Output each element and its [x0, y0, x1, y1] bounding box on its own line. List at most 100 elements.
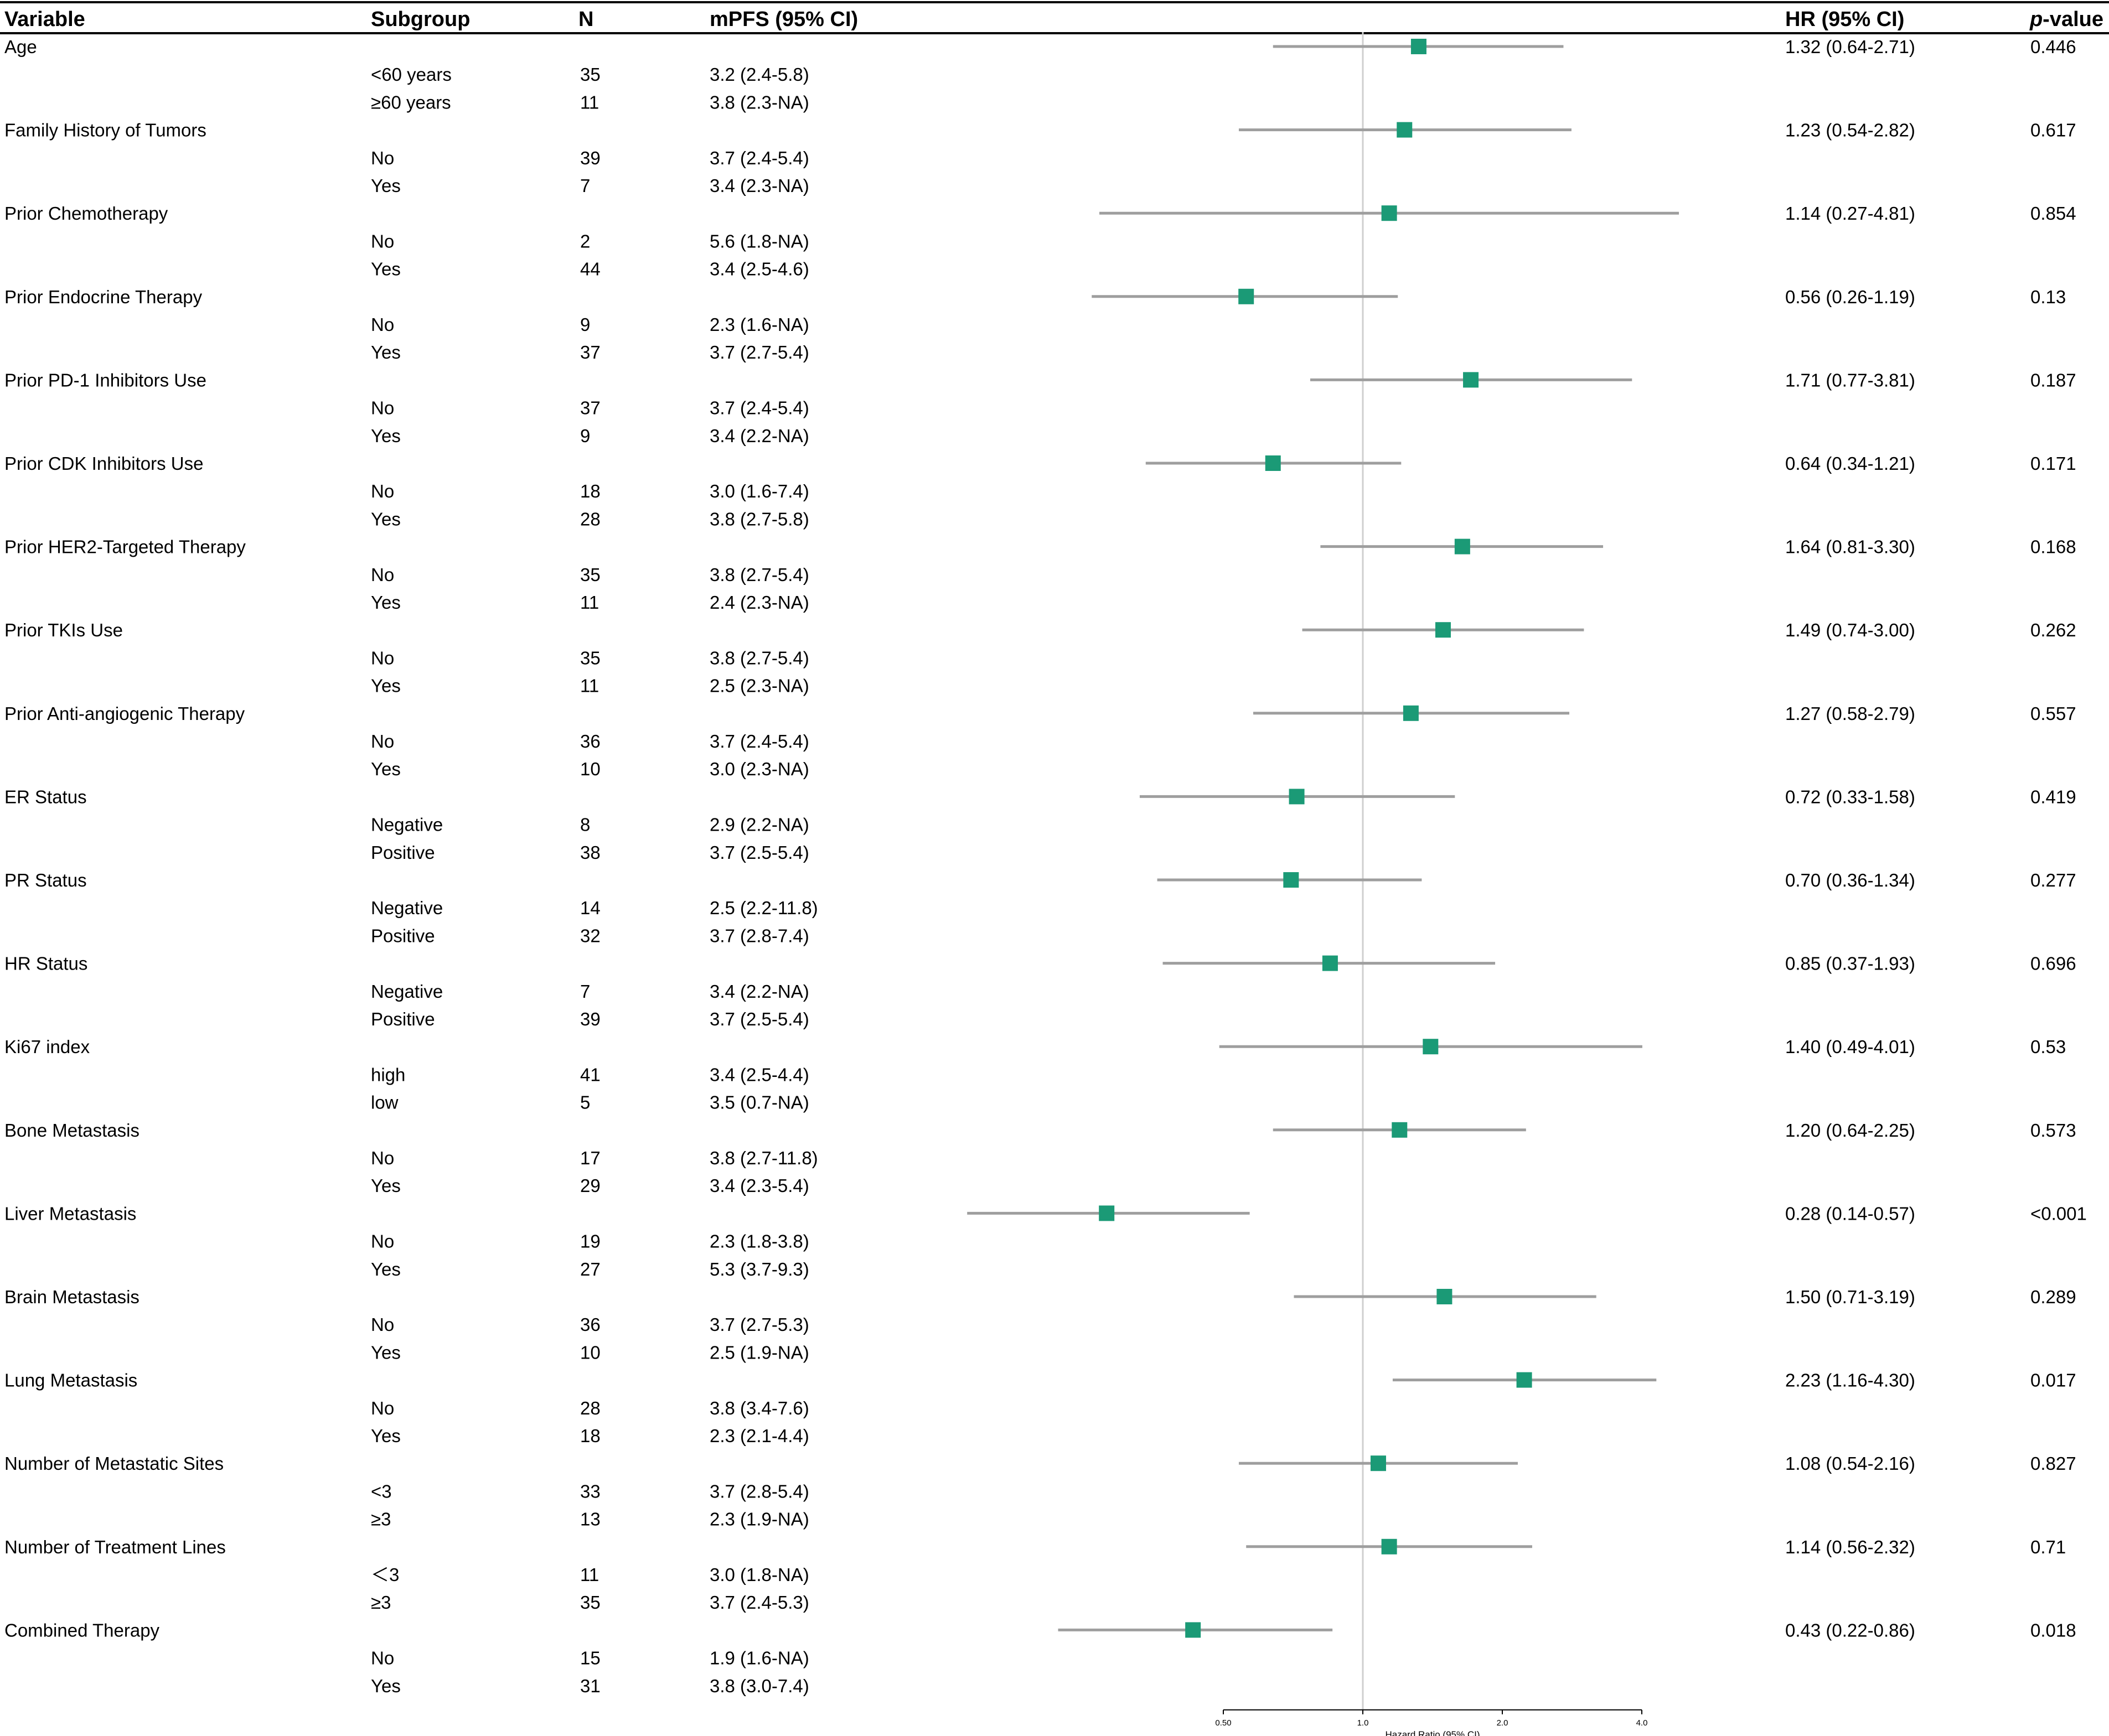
subgroup-mpfs: 3.8 (3.4-7.6)	[710, 1398, 809, 1418]
hr-ci-text: 1.27 (0.58-2.79)	[1785, 703, 1915, 724]
variable-label: Brain Metastasis	[4, 1287, 139, 1307]
subgroup-mpfs: 3.7 (2.8-7.4)	[710, 925, 809, 946]
variable-label: Prior CDK Inhibitors Use	[4, 453, 203, 474]
subgroup-n: 7	[580, 981, 590, 1002]
hr-ci-text: 0.70 (0.36-1.34)	[1785, 870, 1915, 890]
subgroup-mpfs: 3.4 (2.3-5.4)	[710, 1175, 809, 1196]
subgroup-n: 7	[580, 175, 590, 196]
subgroup-mpfs: 3.4 (2.2-NA)	[710, 981, 809, 1002]
hr-ci-text: 0.64 (0.34-1.21)	[1785, 453, 1915, 474]
subgroup-n: 10	[580, 759, 601, 779]
hr-marker	[1283, 872, 1299, 888]
subgroup-mpfs: 3.4 (2.5-4.4)	[710, 1064, 809, 1085]
subgroup-label: ＜3	[371, 1564, 399, 1585]
p-value: 0.187	[2030, 370, 2076, 390]
subgroup-label: <3	[371, 1481, 392, 1501]
subgroup-mpfs: 3.0 (1.8-NA)	[710, 1564, 809, 1585]
subgroup-mpfs: 3.7 (2.8-5.4)	[710, 1481, 809, 1501]
subgroup-n: 37	[580, 398, 601, 418]
variable-label: Prior TKIs Use	[4, 620, 123, 640]
subgroup-label: Negative	[371, 898, 443, 918]
header-subgroup: Subgroup	[371, 8, 470, 31]
subgroup-mpfs: 3.8 (3.0-7.4)	[710, 1676, 809, 1696]
subgroup-label: No	[371, 314, 394, 335]
variable-label: Prior Anti-angiogenic Therapy	[4, 703, 245, 724]
hr-ci-text: 1.14 (0.27-4.81)	[1785, 203, 1915, 224]
subgroup-n: 35	[580, 64, 601, 85]
hr-ci-text: 0.85 (0.37-1.93)	[1785, 953, 1915, 974]
subgroup-mpfs: 3.8 (2.3-NA)	[710, 92, 809, 112]
hr-ci-text: 1.40 (0.49-4.01)	[1785, 1037, 1915, 1057]
subgroup-mpfs: 3.7 (2.4-5.4)	[710, 398, 809, 418]
subgroup-n: 5	[580, 1092, 590, 1113]
hr-ci-text: 1.08 (0.54-2.16)	[1785, 1453, 1915, 1474]
subgroup-label: Yes	[371, 259, 401, 279]
p-value: 0.71	[2030, 1537, 2066, 1557]
table-rows: Age 1.32 (0.64-2.71) 0.446 <60 years 35 3.2 (…	[4, 37, 2087, 1696]
p-value: <0.001	[2030, 1203, 2087, 1224]
header-hr: HR (95% CI)	[1785, 8, 1904, 31]
hr-ci-text: 1.49 (0.74-3.00)	[1785, 620, 1915, 640]
hr-marker	[1099, 1205, 1115, 1221]
subgroup-n: 27	[580, 1259, 601, 1279]
subgroup-label: No	[371, 148, 394, 168]
hr-marker	[1397, 122, 1413, 138]
subgroup-label: Negative	[371, 981, 443, 1002]
subgroup-n: 32	[580, 925, 601, 946]
header-variable: Variable	[4, 8, 85, 31]
x-tick-label: 1.0	[1357, 1718, 1369, 1728]
x-axis-label: Hazard Ratio (95% CI)	[1385, 1729, 1480, 1736]
subgroup-n: 31	[580, 1676, 601, 1696]
subgroup-label: Yes	[371, 1342, 401, 1362]
hr-marker	[1516, 1372, 1532, 1388]
hr-ci-text: 1.20 (0.64-2.25)	[1785, 1120, 1915, 1141]
subgroup-mpfs: 2.4 (2.3-NA)	[710, 592, 809, 613]
subgroup-mpfs: 5.3 (3.7-9.3)	[710, 1259, 809, 1279]
variable-label: Ki67 index	[4, 1037, 90, 1057]
header-p-italic: p	[2029, 8, 2043, 31]
subgroup-mpfs: 2.3 (1.9-NA)	[710, 1509, 809, 1530]
hr-ci-text: 0.72 (0.33-1.58)	[1785, 786, 1915, 807]
subgroup-n: 11	[580, 592, 599, 613]
subgroup-mpfs: 3.8 (2.7-5.4)	[710, 647, 809, 668]
subgroup-mpfs: 3.4 (2.3-NA)	[710, 175, 809, 196]
subgroup-label: No	[371, 1148, 394, 1168]
hr-ci-text: 1.32 (0.64-2.71)	[1785, 37, 1915, 57]
variable-label: Liver Metastasis	[4, 1203, 136, 1224]
subgroup-label: Yes	[371, 509, 401, 529]
subgroup-label: Yes	[371, 676, 401, 696]
subgroup-mpfs: 3.7 (2.4-5.4)	[710, 731, 809, 752]
subgroup-mpfs: 3.8 (2.7-5.8)	[710, 509, 809, 529]
subgroup-label: No	[371, 1398, 394, 1418]
subgroup-mpfs: 2.9 (2.2-NA)	[710, 815, 809, 835]
p-value: 0.017	[2030, 1370, 2076, 1391]
p-value: 0.419	[2030, 786, 2076, 807]
subgroup-n: 10	[580, 1342, 601, 1362]
subgroup-n: 9	[580, 314, 590, 335]
variable-label: Prior HER2-Targeted Therapy	[4, 537, 246, 557]
subgroup-label: Yes	[371, 592, 401, 613]
subgroup-n: 29	[580, 1175, 601, 1196]
subgroup-label: Yes	[371, 1259, 401, 1279]
subgroup-label: ≥3	[371, 1592, 391, 1613]
variable-label: Prior Endocrine Therapy	[4, 287, 203, 307]
subgroup-mpfs: 5.6 (1.8-NA)	[710, 231, 809, 251]
subgroup-label: No	[371, 1314, 394, 1335]
variable-label: Age	[4, 37, 37, 57]
variable-label: Bone Metastasis	[4, 1120, 139, 1141]
hr-marker	[1423, 1039, 1439, 1055]
subgroup-mpfs: 3.7 (2.7-5.3)	[710, 1314, 809, 1335]
x-axis: Hazard Ratio (95% CI) 0.50 1.0 2.0 4.0	[1215, 1709, 1647, 1736]
subgroup-label: No	[371, 647, 394, 668]
subgroup-n: 19	[580, 1231, 601, 1252]
subgroup-label: high	[371, 1064, 405, 1085]
variable-label: PR Status	[4, 870, 87, 890]
hr-marker	[1403, 705, 1419, 721]
subgroup-mpfs: 3.0 (1.6-7.4)	[710, 481, 809, 501]
p-value: 0.13	[2030, 287, 2066, 307]
subgroup-label: Yes	[371, 1426, 401, 1446]
subgroup-label: low	[371, 1092, 399, 1113]
subgroup-n: 35	[580, 564, 601, 585]
hr-marker	[1410, 39, 1426, 54]
subgroup-n: 14	[580, 898, 601, 918]
